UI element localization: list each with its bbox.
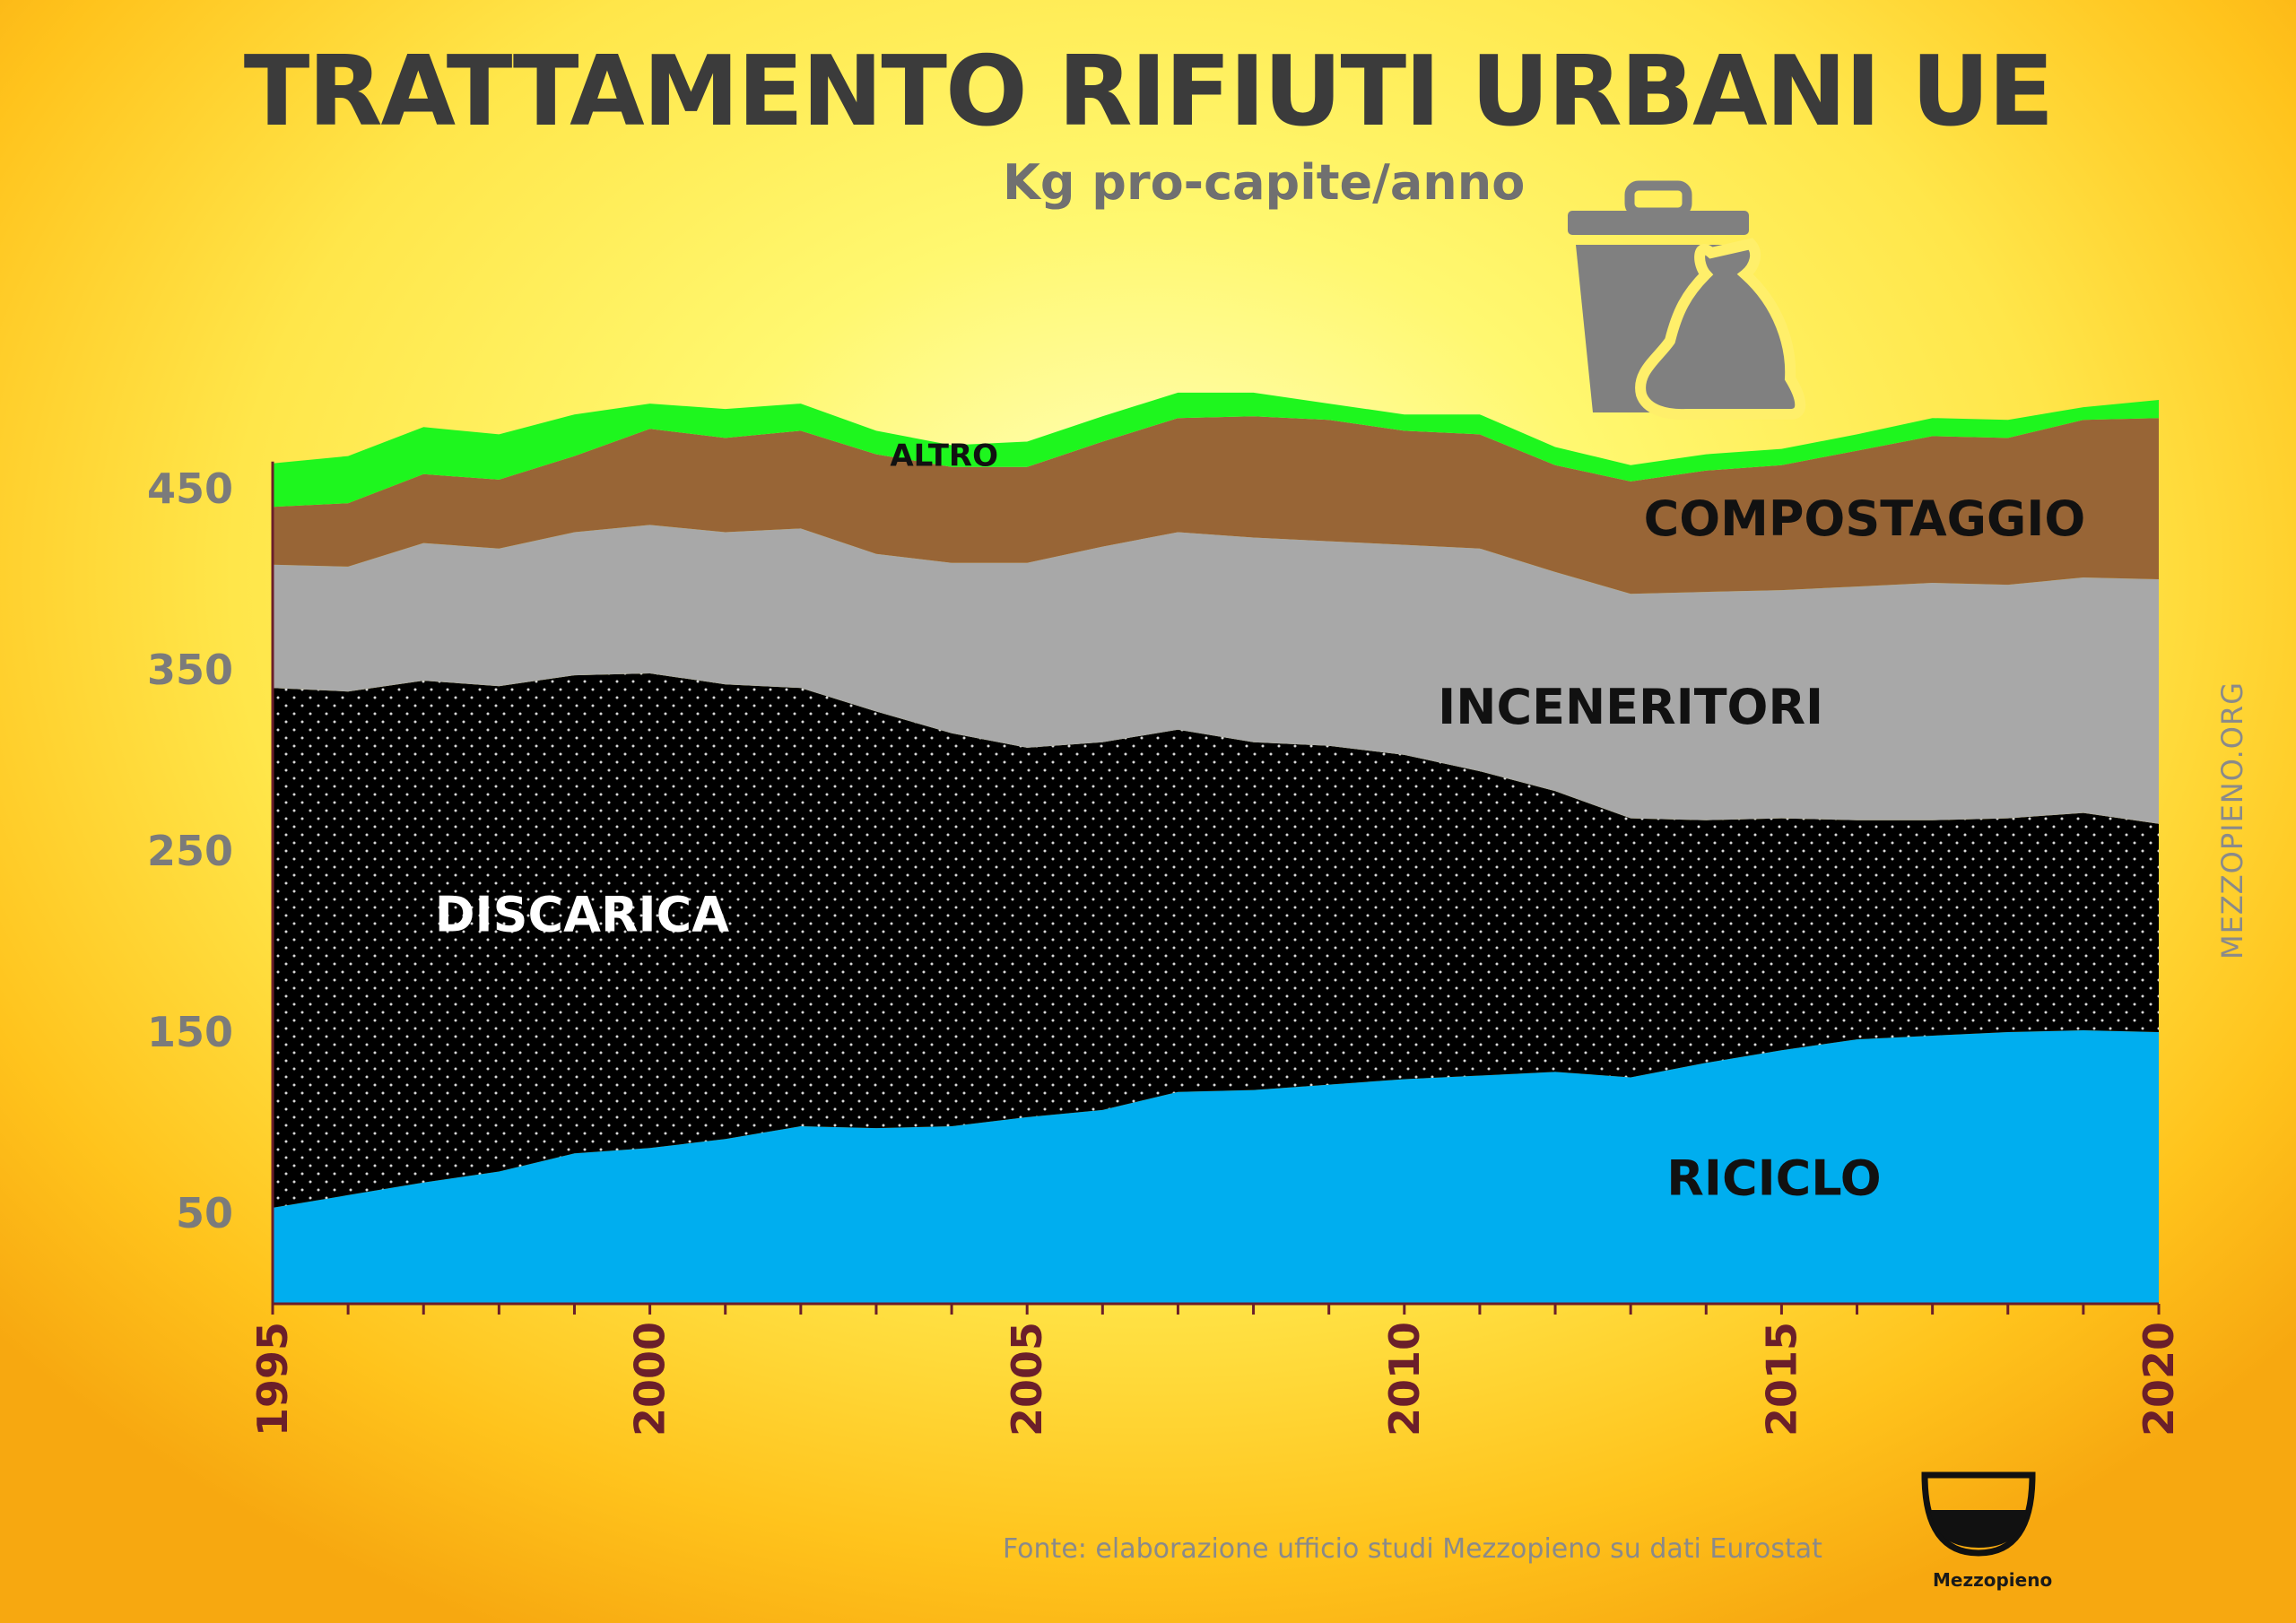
series-label-riciclo: RICICLO [1666,1150,1881,1207]
area-discarica [273,673,2159,1208]
y-tick-label: 150 [147,1008,233,1056]
x-tick-label: 2000 [626,1322,674,1436]
area-layers [273,392,2159,1304]
x-tick-label: 1995 [248,1322,297,1436]
series-label-altro: ALTRO [890,438,998,473]
page-title: TRATTAMENTO RIFIUTI URBANI UE [243,36,2055,148]
y-tick-label: 250 [147,827,233,875]
axes [271,461,2161,1315]
x-tick-label: 2010 [1380,1322,1429,1436]
source-note: Fonte: elaborazione ufficio studi Mezzop… [1003,1533,1822,1565]
area-riciclo [273,1030,2159,1304]
series-label-compostaggio: COMPOSTAGGIO [1644,490,2086,547]
series-label-inceneritori: INCENERITORI [1438,679,1823,735]
y-axis-ticks: 50 150 250 350 450 [147,464,233,1237]
x-tick-label: 2020 [2135,1322,2183,1436]
site-watermark: MEZZOPIENO.ORG [2215,681,2249,959]
y-tick-label: 350 [147,646,233,694]
area-inceneritori [273,525,2159,824]
chart-subtitle: Kg pro-capite/anno [1003,154,1526,211]
garbage-bag-icon [1635,238,1806,421]
y-tick-label: 450 [147,464,233,513]
half-full-glass-logo-icon [1921,1471,2036,1557]
y-tick-label: 50 [176,1189,233,1237]
area-compostaggio [273,416,2159,595]
logo-text: Mezzopieno [1933,1569,2053,1591]
x-axis-ticks: 1995 2000 2005 2010 2015 2020 [248,1322,2183,1436]
area-altro [273,392,2159,508]
series-labels: RICICLO DISCARICA INCENERITORI COMPOSTAGGIO… [435,438,2086,1206]
series-label-discarica: DISCARICA [435,887,730,943]
x-tick-label: 2015 [1757,1322,1805,1436]
x-tick-label: 2005 [1003,1322,1051,1436]
